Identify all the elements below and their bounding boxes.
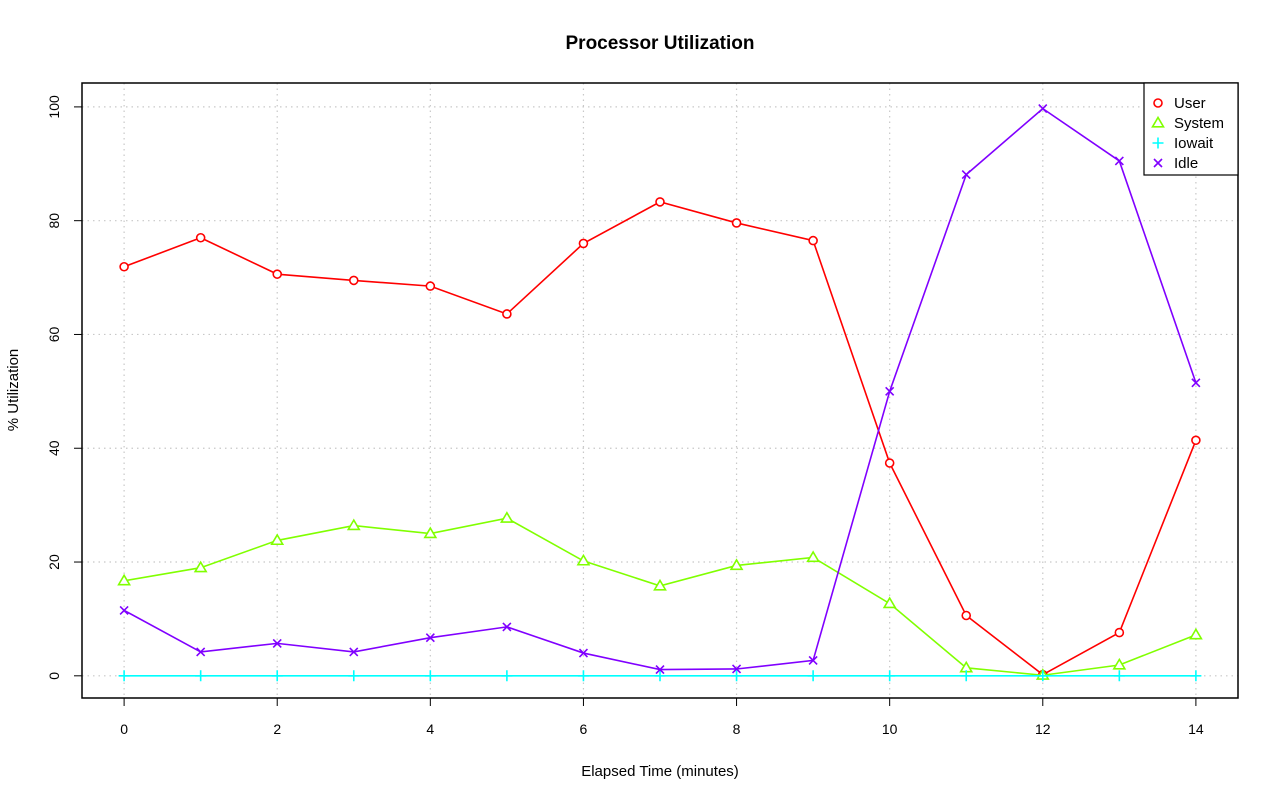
series-user-point — [119, 261, 129, 272]
legend-box — [1143, 82, 1239, 176]
legend-item-idle: Idle — [1153, 155, 1198, 172]
y-axis: 0 20 40 60 80 100 — [46, 95, 83, 680]
x-tick-label: 2 — [273, 721, 281, 737]
series-user-point — [272, 269, 283, 279]
series-iowait-point — [577, 670, 589, 682]
legend-label-system: System — [1174, 115, 1224, 132]
y-tick-label: 100 — [46, 95, 62, 119]
series-system-point — [653, 578, 667, 591]
series-idle — [119, 104, 1201, 675]
series-system-point — [346, 518, 361, 531]
series-system-point — [729, 558, 744, 571]
y-axis-title: % Utilization — [5, 349, 22, 432]
series-user-point — [884, 458, 895, 468]
x-tick-label: 8 — [733, 721, 741, 737]
series-system-point — [423, 526, 438, 539]
series-system-point — [270, 533, 285, 546]
series-iowait-point — [1037, 670, 1049, 682]
series-idle-point — [961, 170, 971, 180]
series-user-point — [348, 275, 359, 286]
series-iowait-point — [654, 670, 666, 682]
series-system-point — [806, 550, 821, 563]
series-user-point — [425, 281, 436, 291]
series-user-point — [502, 309, 512, 319]
series-idle-point — [885, 386, 895, 396]
series-iowait-point — [884, 670, 896, 682]
series-user-point — [731, 218, 742, 228]
y-tick-label: 60 — [46, 326, 62, 342]
x-tick-label: 14 — [1188, 721, 1204, 737]
series-system-point — [1112, 657, 1127, 670]
series-iowait-point — [501, 670, 513, 682]
legend-item-system: System — [1151, 115, 1224, 132]
y-tick-label: 40 — [46, 440, 62, 456]
series-idle-point — [502, 622, 512, 632]
y-tick-label: 0 — [46, 672, 62, 680]
series-system-point — [117, 573, 132, 586]
series-system-point — [193, 560, 208, 573]
series-idle-point — [1114, 156, 1124, 166]
series-idle-point — [272, 638, 282, 648]
series-iowait-point — [731, 670, 743, 682]
x-axis: 0 2 4 6 8 10 12 14 — [120, 697, 1204, 737]
legend-marker-user — [1153, 98, 1163, 108]
series-idle-point — [119, 605, 129, 615]
series-user-point — [1191, 435, 1201, 446]
series-user — [119, 197, 1201, 680]
legend-marker-system — [1151, 115, 1165, 128]
series-system-point — [882, 596, 897, 609]
series-iowait-point — [348, 670, 360, 682]
series-idle-point — [196, 647, 206, 657]
x-tick-label: 4 — [426, 721, 434, 737]
series-idle-point — [731, 664, 742, 674]
series-system-point — [499, 511, 514, 523]
series-idle-point — [1038, 104, 1048, 114]
legend-item-iowait: Iowait — [1152, 135, 1214, 152]
series-iowait-point — [271, 670, 283, 682]
series-iowait — [118, 670, 1202, 682]
x-tick-label: 6 — [580, 721, 588, 737]
series-idle-point — [349, 647, 359, 657]
legend-label-iowait: Iowait — [1174, 135, 1214, 152]
series-iowait-point — [807, 670, 819, 682]
series-system — [117, 511, 1203, 680]
x-axis-title: Elapsed Time (minutes) — [581, 763, 739, 780]
series-user-point — [1114, 627, 1125, 638]
series-iowait-point — [1113, 670, 1125, 682]
series-idle-point — [808, 655, 818, 666]
series-iowait-point — [960, 670, 972, 682]
chart-title: Processor Utilization — [566, 33, 755, 54]
y-tick-label: 80 — [46, 213, 62, 229]
series-system-point — [1188, 627, 1203, 640]
series-idle-point — [655, 664, 665, 675]
series-idle-point — [578, 648, 589, 658]
series-iowait-point — [424, 670, 436, 682]
legend: User System Iowait Idle — [1143, 82, 1239, 176]
series-system-point — [576, 553, 591, 566]
series-user-point — [195, 232, 206, 243]
series-layer — [117, 104, 1203, 682]
series-idle-point — [1191, 378, 1201, 388]
legend-marker-iowait — [1152, 137, 1164, 149]
x-tick-label: 10 — [882, 721, 898, 737]
y-tick-label: 20 — [46, 554, 62, 570]
legend-label-user: User — [1174, 95, 1206, 112]
series-iowait-point — [195, 670, 207, 682]
series-user-point — [655, 197, 665, 207]
series-user-point — [578, 238, 589, 249]
series-user-point — [961, 610, 972, 621]
series-iowait-point — [118, 670, 130, 682]
series-iowait-point — [1190, 670, 1202, 682]
series-user-point — [808, 235, 818, 246]
legend-label-idle: Idle — [1174, 155, 1198, 172]
legend-marker-idle — [1153, 158, 1163, 168]
x-tick-label: 0 — [120, 721, 128, 737]
x-tick-label: 12 — [1035, 721, 1051, 737]
legend-item-user: User — [1153, 95, 1206, 112]
series-idle-point — [425, 633, 435, 643]
